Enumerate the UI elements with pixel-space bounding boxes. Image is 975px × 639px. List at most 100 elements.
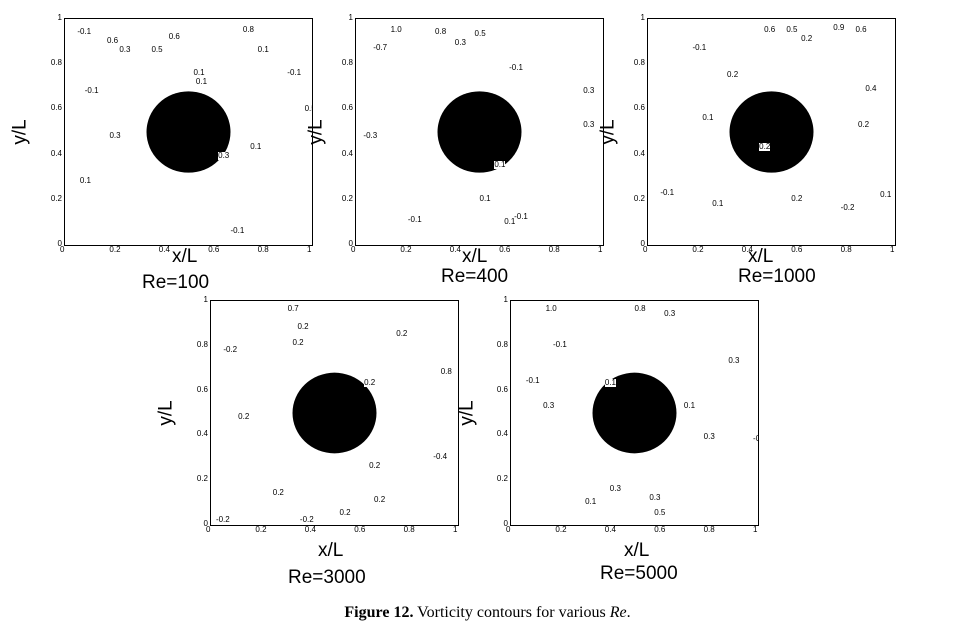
y-tick-label: 0.8: [633, 58, 645, 68]
y-tick-label: 0.6: [50, 103, 62, 113]
y-tick-label: 1: [57, 13, 62, 22]
contour-plot: 0.6 0.5 0.2 0.9 0.6 -0.1 0.2 0.4 0.1 0.2 -0.1 0.2 0.…: [647, 18, 896, 246]
contour-value-label: -0.7: [373, 42, 388, 52]
contour-value-label: -0.3: [753, 435, 758, 444]
y-axis-label: y/L: [305, 119, 327, 145]
x-tick-label: 0.2: [255, 525, 267, 534]
contour-value-label: -0.1: [287, 67, 302, 77]
contour-value-label: 0.6: [855, 24, 867, 34]
contour-line: [529, 51, 591, 234]
x-tick-label: 0: [206, 525, 211, 534]
contour-value-label: 0.2: [727, 69, 739, 79]
y-tick-label: 0.6: [341, 103, 353, 113]
contour-value-label: 0.1: [604, 378, 616, 388]
contour-value-label: 1.0: [390, 24, 402, 34]
x-tick-label: 0.4: [304, 525, 316, 534]
caption-variable: Re: [609, 604, 627, 621]
x-tick-label: 0.2: [692, 245, 704, 254]
y-tick-label: 0.8: [496, 339, 508, 349]
x-tick-label: 0.6: [791, 245, 803, 254]
contour-plot: 0.8 0.6 0.6 0.5 0.3 -0.1 0.1 -0.1 0.1 0.1 -0.1 0.1 0…: [64, 18, 313, 246]
contour-value-label: 0.3: [583, 85, 595, 95]
contour-value-label: 0.1: [193, 67, 205, 77]
contour-value-label: 0.1: [250, 142, 262, 152]
x-tick-label: 0.6: [208, 245, 220, 254]
reynolds-label: Re=3000: [288, 567, 366, 588]
y-tick-label: 0.2: [341, 193, 353, 203]
contour-value-label: 0.3: [649, 492, 661, 502]
y-tick-label: 1: [640, 13, 645, 22]
contour-value-label: 0.1: [585, 497, 597, 507]
contour-value-label: 0.3: [454, 38, 466, 48]
contour-value-label: 0.1: [257, 45, 269, 55]
contour-value-label: 0.3: [728, 356, 740, 365]
contour-value-label: -0.3: [363, 131, 378, 140]
contour-value-label: 0.3: [583, 119, 595, 129]
caption-text: Vorticity contours for various: [413, 604, 610, 621]
contour-value-label: 0.3: [609, 483, 621, 493]
contour-value-label: 0.8: [634, 304, 646, 314]
contour-value-label: 0.3: [703, 432, 715, 442]
contour-loop: [570, 358, 698, 469]
contour-value-label: -0.1: [84, 85, 99, 95]
contour-loop: [280, 366, 389, 460]
x-tick-label: 1: [753, 525, 758, 534]
contour-line: [213, 86, 245, 136]
y-tick-label: 0.4: [496, 429, 508, 439]
contour-value-label: -0.2: [840, 203, 855, 213]
x-tick-label: 0: [351, 245, 356, 254]
contour-loop: [134, 85, 243, 179]
y-tick-label: 0.4: [50, 148, 62, 158]
contour-loop: [270, 358, 398, 469]
x-tick-label: 0.2: [109, 245, 121, 254]
x-tick-label: 0.4: [158, 245, 170, 254]
contour-line: [395, 51, 430, 223]
contour-value-label: 0.1: [702, 112, 714, 122]
contour-value-label: 0.1: [479, 194, 491, 204]
contour-value-label: 0.2: [297, 322, 309, 332]
x-tick-label: 0.8: [403, 525, 415, 534]
contour-value-label: 0.2: [238, 412, 250, 421]
contour-value-label: 0.2: [396, 329, 408, 339]
contour-value-label: 0.2: [791, 194, 803, 204]
y-tick-label: 1: [503, 295, 508, 304]
x-tick-label: 1: [453, 525, 458, 534]
x-tick-label: 0.2: [555, 525, 567, 534]
cylinder-obstacle: [437, 91, 522, 173]
x-axis-label: x/L: [172, 246, 198, 267]
contour-value-label: 0.5: [654, 508, 666, 518]
contour-value-label: -0.1: [77, 27, 92, 37]
y-tick-label: 0.4: [196, 429, 208, 439]
contour-value-label: -0.2: [215, 515, 230, 525]
contour-value-label: 0.2: [857, 119, 870, 129]
y-axis-label: y/L: [9, 119, 31, 145]
contour-value-label: 0.1: [712, 198, 724, 208]
contour-value-label: -0.1: [509, 63, 523, 73]
reynolds-label: Re=1000: [738, 266, 816, 287]
y-tick-label: 0: [640, 239, 645, 248]
x-tick-label: 0.6: [654, 525, 666, 534]
contour-value-label: 0.8: [440, 367, 452, 377]
contour-value-label: 0.2: [364, 378, 376, 388]
cylinder-obstacle: [729, 91, 814, 173]
y-tick-label: 1: [203, 295, 208, 304]
contour-loop: [425, 85, 534, 179]
contour-loop: [124, 76, 252, 188]
y-tick-label: 0: [348, 239, 353, 248]
contour-loop: [717, 85, 826, 179]
contour-value-label: 0.3: [543, 400, 555, 410]
contour-value-label: 0.2: [374, 494, 386, 504]
x-tick-label: 0.8: [257, 245, 269, 254]
contour-value-label: 0.2: [759, 142, 771, 152]
contour-svg: [211, 301, 458, 525]
contour-value-label: 0.3: [119, 45, 131, 55]
y-tick-label: 0.2: [496, 474, 508, 484]
contour-value-label: 0.2: [272, 488, 284, 498]
figure-caption: Figure 12. Vorticity contours for variou…: [0, 604, 975, 622]
contour-value-label: 0.6: [168, 31, 180, 41]
y-tick-label: 0.6: [496, 384, 508, 394]
reynolds-label: Re=400: [441, 266, 509, 287]
caption-end: .: [626, 604, 631, 621]
contour-value-label: 0.2: [339, 508, 351, 518]
contour-plot: 0.7 0.2 -0.2 0.2 0.2 0.8 0.2 0.2 0.2 -0.2 0.2 -0.4 0…: [210, 300, 459, 526]
